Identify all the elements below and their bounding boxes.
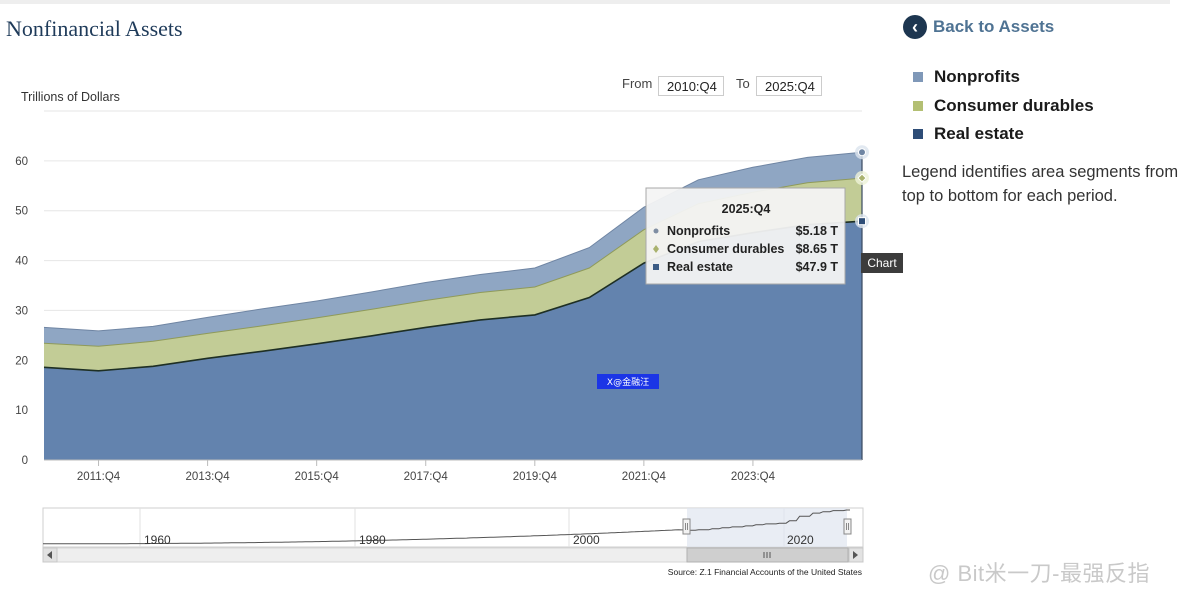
- navigator-label-2000: 2000: [573, 533, 600, 547]
- legend-swatch-nonprofits: [913, 72, 923, 82]
- navigator-handle-left[interactable]: [682, 518, 691, 535]
- x-tick-label: 2023:Q4: [731, 471, 776, 483]
- y-axis-label: Trillions of Dollars: [21, 90, 120, 104]
- top-divider: [0, 0, 1170, 4]
- legend-item-nonprofits[interactable]: Nonprofits: [913, 67, 1020, 87]
- back-link-label: Back to Assets: [933, 17, 1055, 36]
- legend-label-consumer-durables: Consumer durables: [934, 96, 1094, 115]
- tooltip-square-realestate: [653, 264, 659, 270]
- y-tick-labels: 0 10 20 30 40 50 60: [15, 156, 28, 467]
- tooltip-label-realestate: Real estate: [667, 260, 733, 274]
- source-note: Source: Z.1 Financial Accounts of the Un…: [668, 567, 862, 577]
- export-tooltip: Chart: [867, 256, 897, 270]
- y-tick-label: 10: [15, 405, 28, 417]
- y-tick-label: 50: [15, 206, 28, 218]
- watermark-corner: @ Bit米一刀-最强反指: [928, 561, 1150, 586]
- tooltip-value-realestate: $47.9 T: [796, 260, 839, 274]
- export-tooltip-bg: [861, 253, 903, 273]
- y-tick-label: 0: [22, 455, 28, 467]
- navigator-selection[interactable]: [687, 508, 847, 547]
- navigator-label-1980: 1980: [359, 533, 386, 547]
- tooltip-period: 2025:Q4: [722, 202, 771, 216]
- y-tick-label: 60: [15, 156, 28, 168]
- legend-swatch-consumer-durables: [913, 101, 923, 111]
- marker-durables: [857, 173, 867, 183]
- to-label: To: [736, 76, 750, 91]
- navigator-handle-right[interactable]: [843, 518, 852, 535]
- navigator-label-2020: 2020: [787, 533, 814, 547]
- legend-label-nonprofits: Nonprofits: [934, 67, 1020, 86]
- hover-markers: [855, 145, 869, 229]
- back-to-assets-link[interactable]: ‹ Back to Assets: [903, 15, 1054, 39]
- navigator[interactable]: 1960 1980 2000 2020: [42, 507, 864, 548]
- x-tick-label: 2011:Q4: [77, 471, 121, 483]
- marker-nonprofits: [858, 148, 866, 157]
- line-nonprofits-top: [43, 151, 863, 332]
- from-label: From: [622, 76, 653, 91]
- page-title: Nonfinancial Assets: [6, 16, 183, 41]
- chevron-left-icon: ‹: [903, 15, 927, 39]
- tooltip-box: [645, 187, 846, 285]
- tooltip-dot-nonprofits: [653, 228, 659, 234]
- scrollbar[interactable]: [42, 547, 864, 563]
- x-tick-label: 2013:Q4: [186, 471, 231, 483]
- scroll-right-arrow-icon: [853, 551, 858, 559]
- legend-item-consumer-durables[interactable]: Consumer durables: [913, 96, 1094, 116]
- tooltip-label-nonprofits: Nonprofits: [667, 224, 730, 238]
- legend-note: Legend identifies area segments from top…: [902, 163, 1179, 205]
- x-tick-label: 2015:Q4: [295, 471, 340, 483]
- x-tick-label: 2021:Q4: [622, 471, 667, 483]
- x-tick-labels: 2011:Q4 2013:Q4 2015:Q4 2017:Q4 2019:Q4 2021:…: [77, 460, 776, 483]
- x-tick-label: 2019:Q4: [513, 471, 558, 483]
- legend-label-real-estate: Real estate: [934, 124, 1024, 143]
- navigator-label-1960: 1960: [144, 533, 171, 547]
- legend-swatch-real-estate: [913, 129, 923, 139]
- from-input[interactable]: 2010:Q4: [658, 76, 724, 96]
- scroll-left-arrow-icon: [47, 551, 52, 559]
- watermark-badge-bg: [597, 374, 659, 389]
- watermark-badge: X@金融汪: [607, 376, 649, 388]
- y-tick-label: 40: [15, 256, 28, 268]
- marker-realestate: [858, 217, 866, 226]
- y-tick-label: 20: [15, 355, 28, 367]
- tooltip-value-durables: $8.65 T: [796, 242, 839, 256]
- x-tick-label: 2017:Q4: [404, 471, 449, 483]
- to-input[interactable]: 2025:Q4: [756, 76, 822, 96]
- legend-item-real-estate[interactable]: Real estate: [913, 124, 1024, 144]
- y-tick-label: 30: [15, 305, 28, 317]
- navigator-series-line: [43, 509, 850, 545]
- data-tooltip: 2025:Q4 Nonprofits $5.18 T Consumer dura…: [645, 187, 846, 285]
- tooltip-value-nonprofits: $5.18 T: [796, 224, 839, 238]
- tooltip-diamond-durables: [653, 245, 659, 253]
- tooltip-label-durables: Consumer durables: [667, 242, 784, 256]
